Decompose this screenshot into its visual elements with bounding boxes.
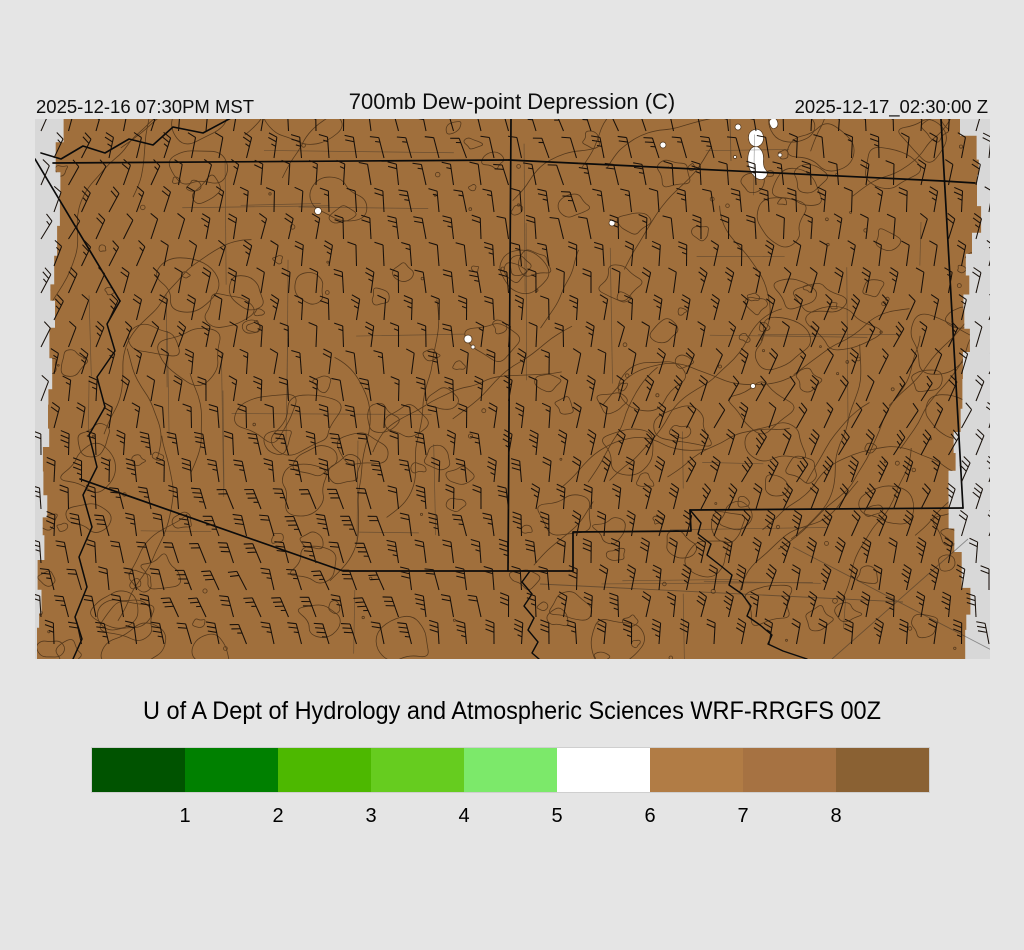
colorbar-tick-label: 1 xyxy=(179,805,191,827)
colorbar-tick-label: 8 xyxy=(830,805,842,827)
colorbar xyxy=(91,747,930,793)
weather-map xyxy=(35,119,990,659)
colorbar-segment xyxy=(743,748,836,792)
colorbar-tick-label: 2 xyxy=(272,805,284,827)
colorbar-tick-labels: 1 2 3 4 5 6 7 8 xyxy=(92,805,929,831)
colorbar-segment xyxy=(836,748,929,792)
colorbar-segment xyxy=(557,748,650,792)
colorbar-tick-label: 6 xyxy=(644,805,656,827)
valid-time-utc: 2025-12-17_02:30:00 Z xyxy=(794,96,988,117)
colorbar-segment xyxy=(371,748,464,792)
colorbar-segment xyxy=(650,748,743,792)
valid-time-local: 2025-12-16 07:30PM MST xyxy=(36,96,255,117)
map-canvas xyxy=(35,119,990,659)
caption: U of A Dept of Hydrology and Atmospheric… xyxy=(143,697,881,725)
colorbar-segment xyxy=(92,748,185,792)
colorbar-tick-label: 4 xyxy=(458,805,470,827)
colorbar-segment xyxy=(185,748,278,792)
colorbar-tick-label: 7 xyxy=(737,805,749,827)
colorbar-segment xyxy=(464,748,557,792)
chart-title: 700mb Dew-point Depression (C) xyxy=(348,89,676,114)
colorbar-segment xyxy=(278,748,371,792)
colorbar-tick-label: 5 xyxy=(551,805,563,827)
colorbar-tick-label: 3 xyxy=(365,805,377,827)
